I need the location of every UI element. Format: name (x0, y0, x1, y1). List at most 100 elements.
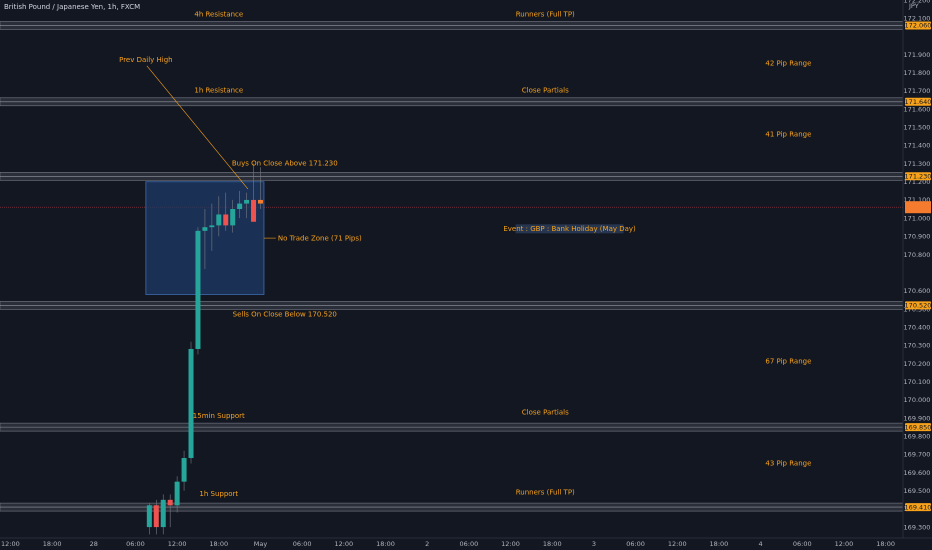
zone-price-tag: 171.640 (905, 98, 932, 106)
annotation-label: 15min Support (193, 412, 245, 420)
time-tick-label: 18:00 (710, 540, 729, 548)
price-tick-label: 171.600 (904, 105, 931, 113)
price-tick-label: 171.800 (904, 69, 931, 77)
zone-price-tag: 169.850 (905, 423, 932, 431)
candle-body (244, 199, 250, 204)
price-tick-label: 170.900 (904, 233, 931, 241)
zone-price-tag-bg (905, 503, 931, 512)
time-tick-label: 18:00 (43, 540, 62, 548)
price-tick-label: 169.900 (904, 414, 931, 422)
candle-body (237, 203, 243, 210)
time-axis-bg (0, 538, 932, 550)
candle-body (188, 348, 194, 459)
annotation-label: Runners (Full TP) (516, 488, 575, 496)
candle-body (251, 199, 257, 222)
time-tick-label: 06:00 (293, 540, 312, 548)
chart-title: British Pound / Japanese Yen, 1h, FXCM (4, 3, 140, 11)
no-trade-zone-label: No Trade Zone (71 Pips) (278, 235, 362, 243)
time-tick-label: 12:00 (1, 540, 20, 548)
zone-price-tag: 171.230 (905, 173, 932, 181)
price-tick-label: 170.100 (904, 378, 931, 386)
zone-price-tag: 170.520 (905, 302, 932, 310)
price-axis[interactable]: 172.200 172.100 171.900 171.800 171.700 171.6… (904, 0, 932, 531)
price-tick-label: 171.400 (904, 142, 931, 150)
time-tick-label: 4 (759, 540, 763, 548)
annotation-label: 1h Support (199, 490, 238, 498)
price-tick-label: 169.300 (904, 523, 931, 531)
zone-price-tag: 172.060 (905, 22, 932, 30)
candle-body (195, 230, 201, 349)
price-tick-label: 169.700 (904, 451, 931, 459)
price-tick-label: 170.300 (904, 342, 931, 350)
price-tick-label: 171.200 (904, 178, 931, 186)
price-tick-label: 171.500 (904, 124, 931, 132)
zone-price-tag-bg (905, 21, 931, 30)
price-axis-bg (903, 0, 932, 538)
candle-body (160, 499, 166, 528)
candle-body (181, 458, 187, 482)
time-tick-label: 18:00 (876, 540, 895, 548)
annotation-label: 67 Pip Range (765, 358, 811, 366)
price-tick-label: 170.200 (904, 360, 931, 368)
candle-body (257, 199, 263, 204)
time-tick-label: 12:00 (835, 540, 854, 548)
prev-daily-high-pointer (146, 65, 249, 190)
candle-body (202, 227, 208, 231)
time-tick-label: 18:00 (543, 540, 562, 548)
price-tick-label: 171.000 (904, 214, 931, 222)
time-tick-label: 12:00 (668, 540, 687, 548)
candles-layer (146, 163, 263, 535)
time-tick-label: 06:00 (626, 540, 645, 548)
price-tick-label: 170.600 (904, 287, 931, 295)
price-tick-label: 171.700 (904, 87, 931, 95)
price-tick-label: 171.300 (904, 160, 931, 168)
price-tick-label: 172.200 (904, 0, 931, 4)
zone-price-tag: 169.410 (905, 503, 932, 511)
candle-body (146, 505, 152, 528)
candle-body (216, 214, 222, 226)
time-tick-label: 18:00 (376, 540, 395, 548)
zone-price-tag-bg (905, 97, 931, 106)
event-label: Event : GBP : Bank Holiday (May Day) (503, 225, 636, 233)
time-tick-label: 06:00 (793, 540, 812, 548)
time-tick-label: 06:00 (126, 540, 145, 548)
annotation-label: 1h Resistance (194, 87, 243, 95)
candle-body (223, 214, 229, 226)
candle-body (167, 499, 173, 506)
time-tick-label: 06:00 (459, 540, 478, 548)
time-tick-label: 2 (425, 540, 429, 548)
currency-label: JPY (908, 2, 919, 10)
candle-body (174, 481, 180, 506)
zone-price-tag-bg (905, 423, 931, 432)
annotation-label: Prev Daily High (119, 56, 173, 64)
price-tick-label: 170.000 (904, 396, 931, 404)
price-tick-label: 171.100 (904, 196, 931, 204)
current-price-marker (905, 201, 931, 214)
candle-body (209, 225, 215, 228)
annotation-label: Close Partials (522, 87, 569, 95)
time-tick-label: 3 (592, 540, 596, 548)
time-tick-label: 18:00 (209, 540, 228, 548)
price-tick-label: 169.600 (904, 469, 931, 477)
time-tick-label: 28 (90, 540, 98, 548)
price-tick-label: 169.800 (904, 433, 931, 441)
annotation-label: Runners (Full TP) (516, 10, 575, 18)
time-tick-label: 12:00 (168, 540, 187, 548)
event-label-bg (515, 224, 624, 234)
annotation-label: 43 Pip Range (765, 459, 811, 467)
annotation-label: 41 Pip Range (765, 130, 811, 138)
price-tick-label: 172.100 (904, 14, 931, 22)
candle-body (153, 505, 159, 528)
time-tick-label: May (254, 540, 268, 548)
annotation-label: Close Partials (522, 408, 569, 416)
time-tick-label: 12:00 (501, 540, 520, 548)
zone-price-tag-bg (905, 172, 931, 181)
zone-price-tag-bg (905, 301, 931, 310)
time-axis[interactable]: 12:00 18:00 28 06:00 12:00 18:00 May 06:00 12:00… (1, 540, 895, 548)
price-tick-label: 170.800 (904, 251, 931, 259)
annotation-label: 4h Resistance (194, 10, 243, 18)
annotation-label: Buys On Close Above 171.230 (232, 159, 338, 167)
annotation-label: Sells On Close Below 170.520 (233, 310, 337, 318)
